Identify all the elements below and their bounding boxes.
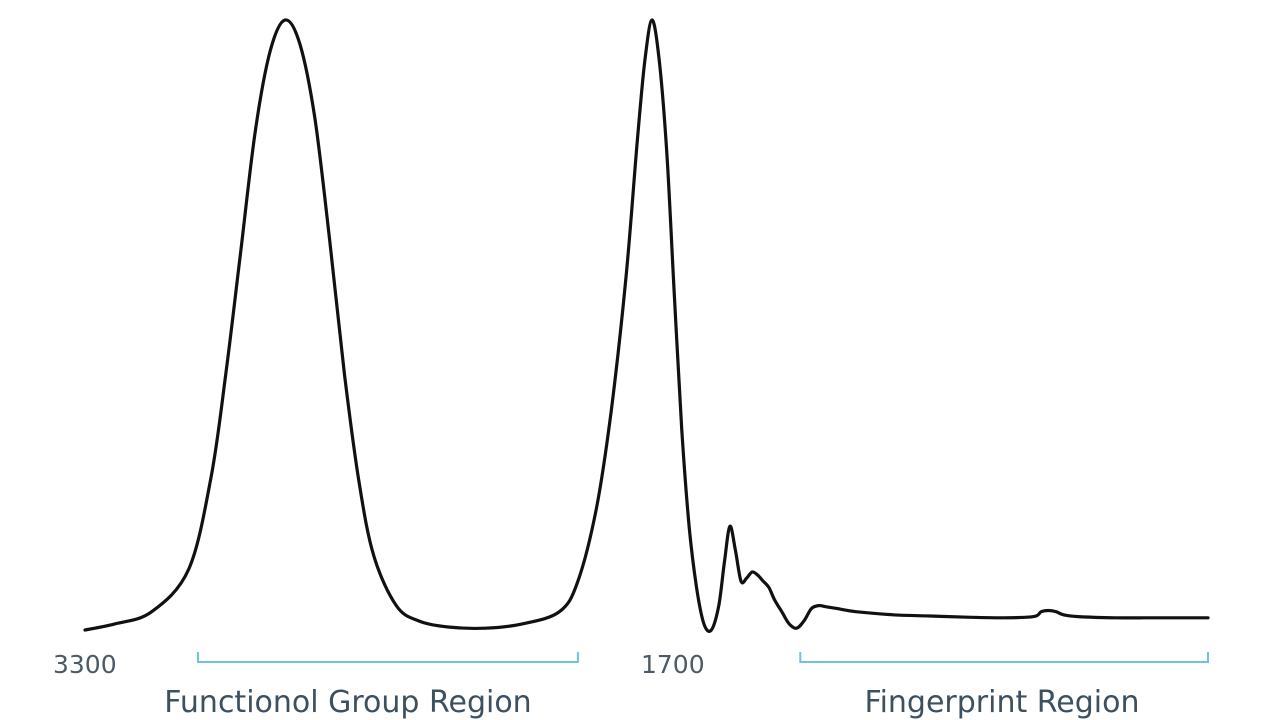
fingerprint-region-label: Fingerprint Region [865, 685, 1140, 720]
x-tick-label-3300: 3300 [53, 650, 117, 679]
functional-group-region-bracket [197, 652, 579, 663]
x-tick-label-1700: 1700 [641, 650, 705, 679]
spectrum-line [83, 18, 1210, 633]
functional-group-region-label: Functionol Group Region [164, 685, 531, 720]
fingerprint-region-bracket [799, 652, 1209, 663]
